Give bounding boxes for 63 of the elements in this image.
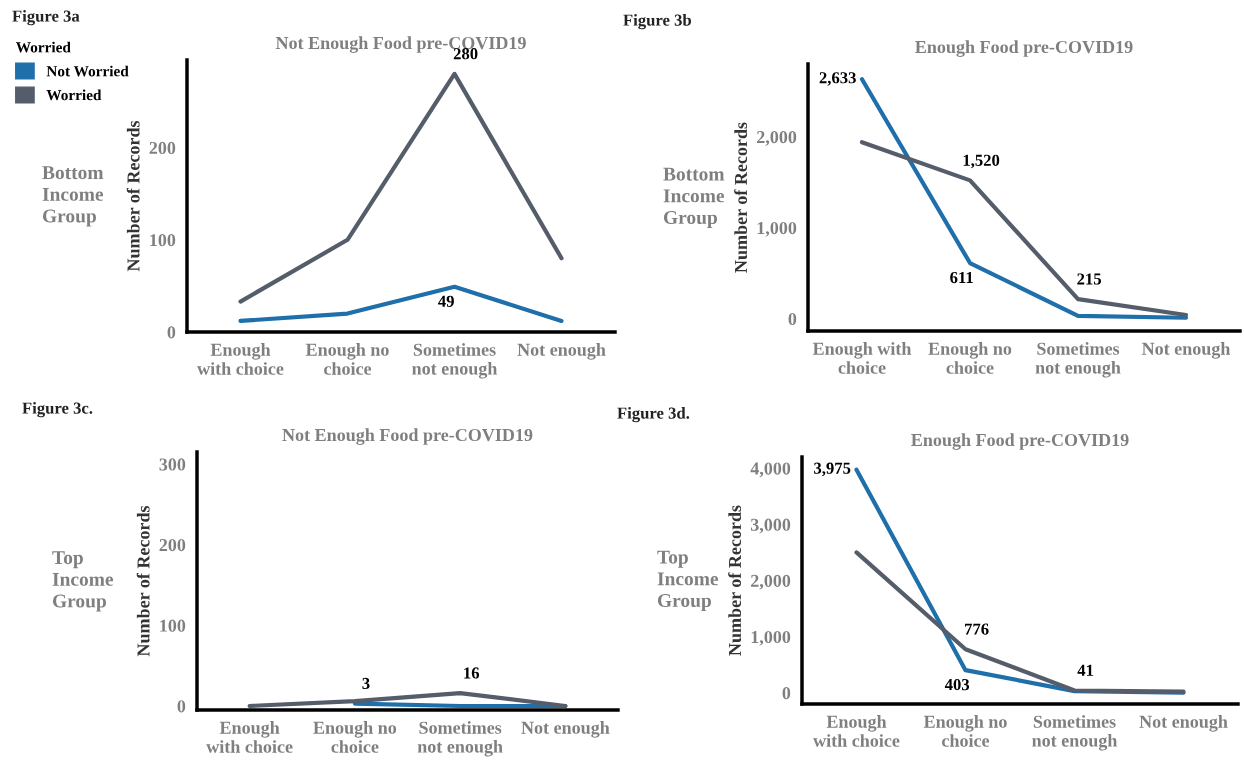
data-label: 16 — [464, 667, 480, 679]
x-tick-label: Enough with choice — [812, 342, 912, 374]
x-tick-label: Enough with choice — [206, 721, 293, 753]
data-label: 41 — [1077, 664, 1094, 676]
data-label: 2,633 — [819, 72, 856, 86]
chart-title: Enough Food pre-COVID19 — [915, 40, 1133, 57]
x-tick-label: Not enough — [517, 343, 606, 360]
caption: Figure 3d. — [617, 407, 690, 423]
x-tick-label: Not enough — [521, 721, 610, 738]
x-tick-label: Sometimes not enough — [412, 343, 498, 379]
y-axis-title: Number of Records — [136, 505, 150, 657]
line-series — [854, 550, 1186, 694]
x-tick-label: Enough no choice — [313, 721, 397, 753]
x-tick-label: Not enough — [1139, 715, 1228, 732]
y-tick-label: 300 — [159, 458, 186, 471]
chart-title: Not Enough Food pre-COVID19 — [282, 428, 533, 445]
line-series — [859, 140, 1189, 318]
data-label: 215 — [1077, 273, 1101, 285]
text: Top Income Group — [657, 550, 719, 611]
x-tick-label: Enough with choice — [197, 343, 284, 375]
legend-label: Not Worried — [46, 65, 129, 77]
x-tick-label: Sometimes not enough — [1035, 342, 1121, 378]
caption: Figure 3a — [12, 10, 80, 26]
y-tick-label: 0 — [782, 687, 791, 700]
data-label: 611 — [950, 271, 973, 284]
data-label: 49 — [438, 295, 454, 307]
y-tick-label: 4,000 — [750, 462, 791, 478]
y-tick-label: 0 — [177, 700, 186, 713]
y-tick-label: 200 — [159, 538, 186, 552]
y-tick-label: 3,000 — [750, 518, 791, 534]
y-tick-label: 0 — [788, 312, 797, 326]
data-label: 776 — [965, 623, 989, 635]
legend-label: Worried — [46, 89, 102, 101]
y-tick-label: 2,000 — [757, 131, 797, 146]
y-tick-label: 200 — [149, 141, 176, 155]
y-tick-label: 1,000 — [757, 221, 797, 237]
y-tick-label: 0 — [167, 326, 176, 339]
y-axis-title: Number of Records — [728, 505, 742, 656]
x-tick-label: Sometimes not enough — [1032, 715, 1118, 751]
y-tick-label: 100 — [150, 234, 176, 247]
text: Bottom Income Group — [663, 167, 725, 228]
legend-title: Worried — [15, 41, 71, 53]
data-label: 1,520 — [963, 154, 1000, 169]
x-tick-label: Not enough — [1141, 342, 1231, 359]
chart-title: Enough Food pre-COVID19 — [911, 433, 1129, 450]
y-tick-label: 2,000 — [751, 574, 791, 590]
data-label: 3,975 — [814, 462, 851, 477]
x-tick-label: Sometimes not enough — [417, 721, 503, 757]
x-tick-label: Enough with choice — [813, 715, 900, 747]
y-tick-label: 100 — [160, 619, 186, 632]
y-axis-title: Number of Records — [734, 122, 748, 273]
data-label: 403 — [944, 678, 970, 691]
x-tick-label: Enough no choice — [928, 342, 1012, 374]
text: Bottom Income Group — [42, 166, 104, 227]
x-tick-label: Enough no choice — [305, 343, 389, 375]
y-axis-title: Number of Records — [126, 120, 140, 272]
x-tick-label: Enough no choice — [923, 715, 1007, 747]
caption: Figure 3b — [623, 14, 692, 30]
y-tick-label: 1,000 — [751, 630, 791, 646]
line-series — [859, 77, 1189, 320]
data-label: 3 — [362, 677, 370, 690]
caption: Figure 3c. — [22, 402, 93, 418]
text: Top Income Group — [52, 551, 114, 612]
